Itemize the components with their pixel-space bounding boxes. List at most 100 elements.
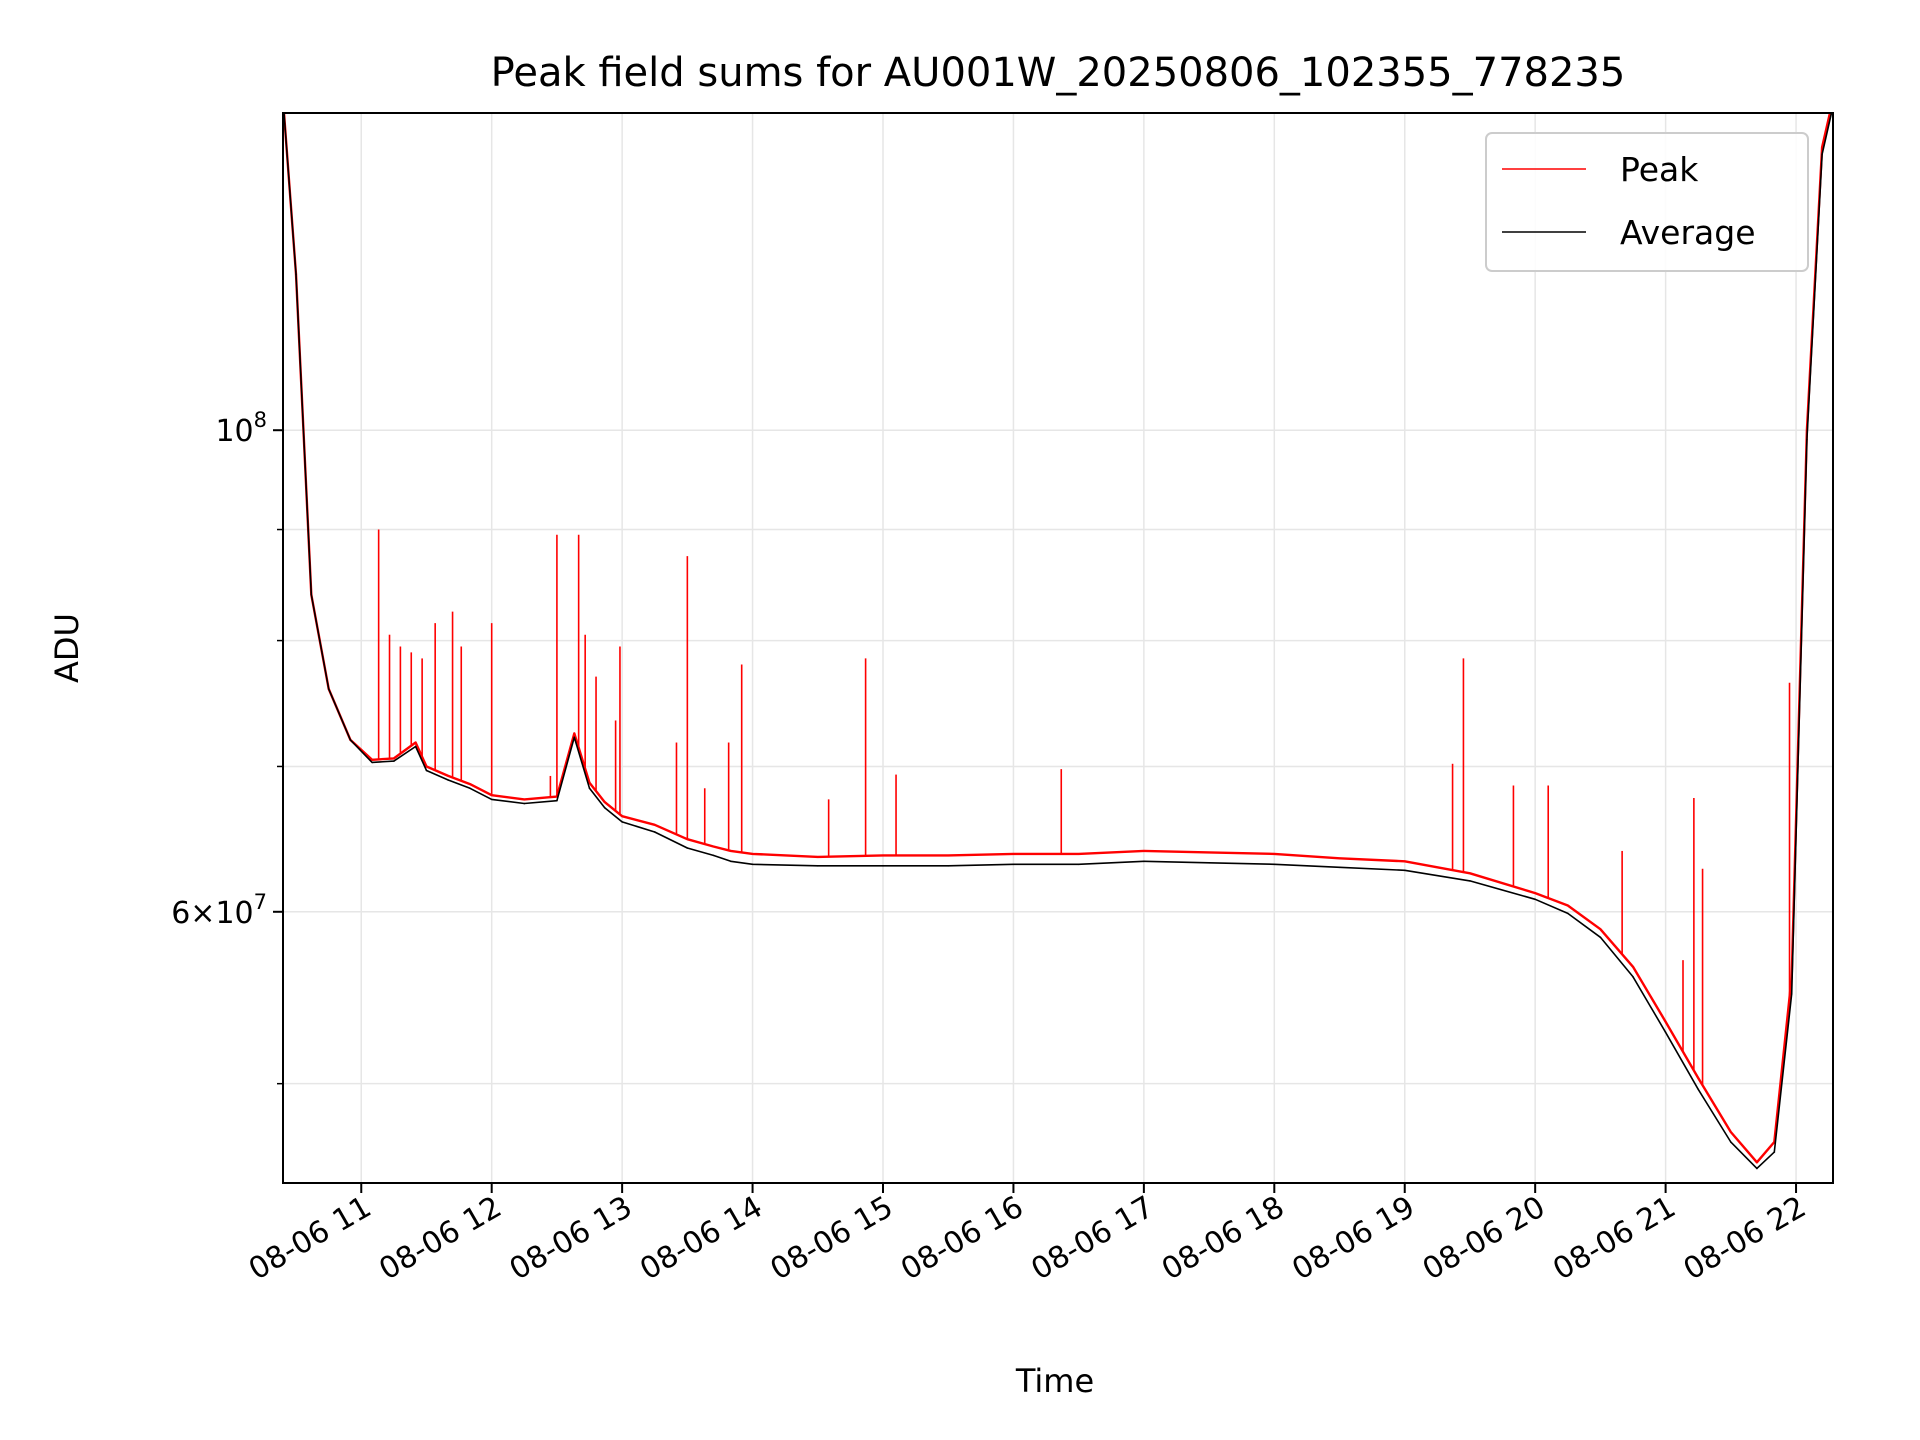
y-tick-base: 10 bbox=[215, 414, 253, 449]
peak-point bbox=[730, 850, 732, 852]
average-point bbox=[1077, 863, 1080, 866]
peak-point bbox=[393, 757, 395, 760]
peak-point bbox=[1403, 860, 1406, 863]
average-point bbox=[393, 760, 395, 762]
average-point bbox=[1012, 863, 1015, 866]
peak-point bbox=[1077, 853, 1080, 855]
average-point bbox=[1208, 862, 1210, 864]
peak-point bbox=[712, 845, 715, 848]
y-axis-label: ADU bbox=[48, 613, 86, 683]
average-point bbox=[371, 761, 373, 764]
peak-point bbox=[1730, 1131, 1732, 1133]
peak-point bbox=[1821, 146, 1823, 149]
peak-point bbox=[523, 798, 526, 801]
average-point bbox=[447, 779, 450, 781]
peak-point bbox=[1273, 853, 1276, 855]
average-point bbox=[1632, 976, 1634, 978]
average-point bbox=[1790, 993, 1793, 995]
peak-point bbox=[1469, 872, 1471, 875]
chart-title: Peak field sums for AU001W_20250806_1023… bbox=[491, 50, 1626, 96]
y-tick-exponent: 8 bbox=[254, 408, 267, 432]
average-point bbox=[751, 863, 754, 866]
peak-point bbox=[414, 741, 417, 744]
average-point bbox=[490, 798, 493, 801]
average-point bbox=[1730, 1141, 1732, 1143]
peak-point bbox=[1012, 853, 1015, 855]
peak-point bbox=[447, 775, 450, 777]
y-tick-base: 10 bbox=[215, 896, 253, 931]
peak-point bbox=[947, 854, 950, 857]
y-tick-mantissa: 6× bbox=[171, 896, 215, 931]
peak-point bbox=[603, 801, 606, 803]
peak-point bbox=[1338, 857, 1341, 860]
peak-point bbox=[816, 856, 819, 858]
legend-box bbox=[1485, 132, 1809, 272]
average-point bbox=[1664, 1031, 1667, 1034]
average-point bbox=[523, 802, 526, 805]
average-point bbox=[556, 799, 558, 802]
average-point bbox=[1403, 869, 1406, 872]
peak-point bbox=[1664, 1020, 1667, 1023]
peak-point bbox=[1599, 928, 1602, 931]
peak-point bbox=[1756, 1161, 1758, 1164]
average-point bbox=[1143, 860, 1145, 863]
peak-point bbox=[751, 853, 754, 855]
average-point bbox=[1821, 153, 1823, 156]
average-point bbox=[295, 273, 297, 275]
average-point bbox=[1756, 1167, 1758, 1170]
peak-point bbox=[1632, 965, 1634, 968]
peak-point bbox=[1534, 892, 1536, 894]
legend-peak-label: Peak bbox=[1620, 150, 1699, 189]
peak-point bbox=[621, 815, 623, 818]
average-point bbox=[1273, 863, 1276, 866]
average-point bbox=[414, 745, 417, 748]
average-point bbox=[310, 593, 313, 596]
average-point bbox=[816, 864, 819, 867]
legend: Peak Average bbox=[1485, 132, 1809, 272]
average-point bbox=[573, 736, 576, 739]
average-point bbox=[653, 831, 656, 833]
legend-average-label: Average bbox=[1620, 213, 1756, 252]
peak-point bbox=[1566, 904, 1569, 907]
series-clip-group bbox=[283, 113, 1833, 1170]
average-point bbox=[469, 787, 471, 790]
peak-point bbox=[425, 765, 428, 768]
average-point bbox=[882, 864, 884, 867]
peak-point bbox=[588, 781, 591, 784]
peak-point bbox=[371, 758, 373, 761]
average-point bbox=[1338, 866, 1341, 869]
peak-point bbox=[1208, 851, 1210, 854]
peak-point bbox=[573, 732, 576, 735]
peak-point bbox=[1697, 1077, 1700, 1079]
average-point bbox=[603, 806, 606, 809]
average-point bbox=[327, 688, 330, 690]
average-point bbox=[349, 739, 352, 741]
average-point bbox=[1534, 898, 1536, 901]
average-point bbox=[730, 860, 732, 863]
plot-frame bbox=[282, 112, 1834, 1184]
series-layer bbox=[283, 113, 1833, 1170]
x-axis-label: Time bbox=[1015, 1362, 1094, 1400]
peak-point bbox=[882, 854, 884, 857]
average-point bbox=[1773, 1151, 1776, 1153]
average-point bbox=[621, 821, 623, 823]
average-point bbox=[947, 864, 950, 867]
y-tick-label: 108 bbox=[215, 408, 267, 449]
peak-point bbox=[1143, 850, 1145, 852]
average-point bbox=[1566, 912, 1569, 915]
peak-point bbox=[653, 823, 656, 826]
grid bbox=[283, 113, 1833, 1183]
average-point bbox=[425, 769, 428, 772]
average-point bbox=[1469, 880, 1471, 882]
y-tick-exponent: 7 bbox=[254, 890, 267, 914]
average-point bbox=[686, 847, 689, 849]
peak-point bbox=[469, 783, 471, 785]
average-point bbox=[1697, 1088, 1700, 1091]
average-point bbox=[588, 787, 591, 790]
average-point bbox=[712, 854, 715, 857]
average-point bbox=[1599, 936, 1602, 939]
y-tick-label: 6×107 bbox=[171, 890, 267, 931]
average-point bbox=[1806, 438, 1808, 441]
